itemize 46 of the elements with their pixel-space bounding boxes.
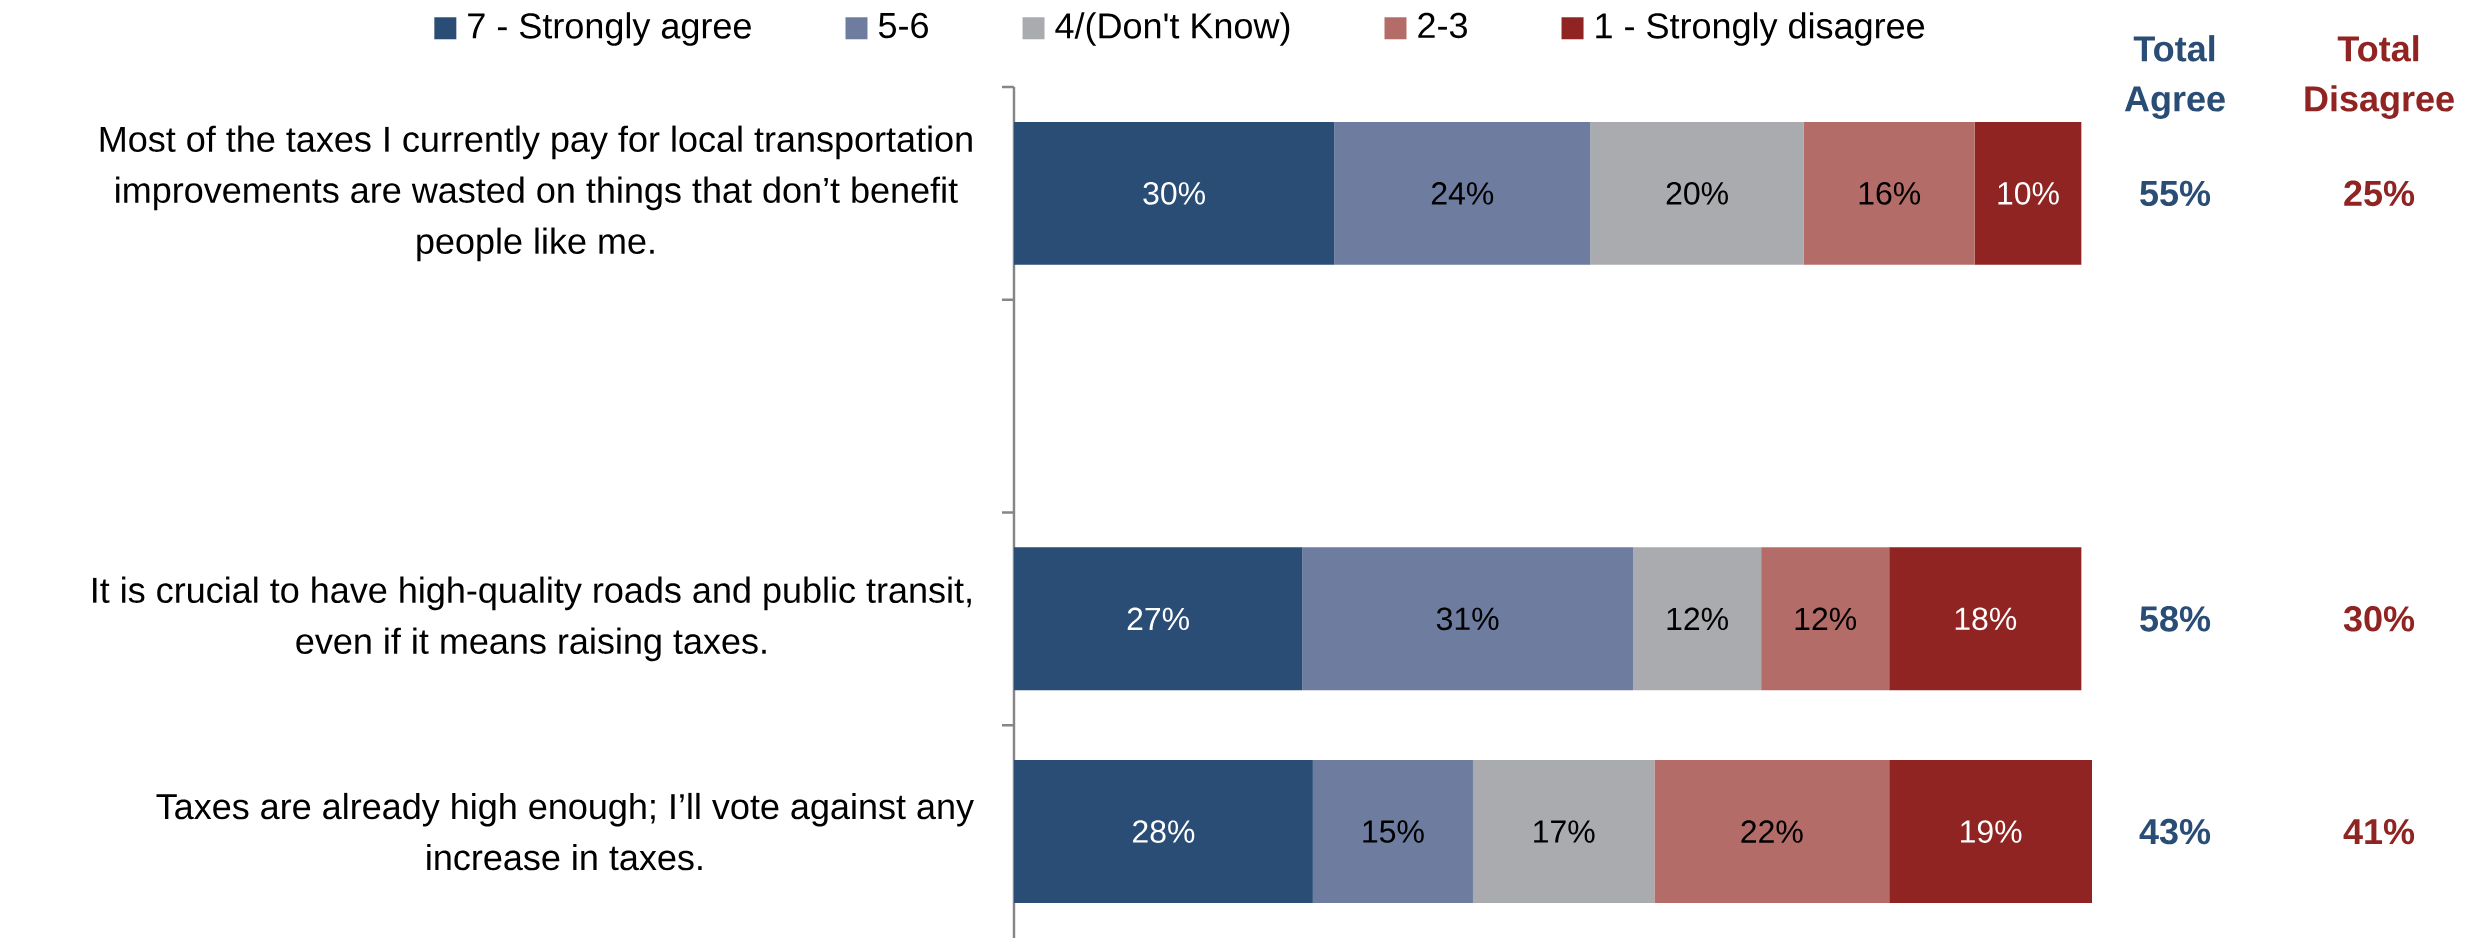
bar (1014, 760, 1313, 904)
data-label: 31% (1436, 607, 1499, 631)
data-label: 16% (1859, 182, 1921, 205)
data-label: 30% (1143, 182, 1205, 205)
text: Total Agree (2124, 35, 2225, 119)
text: Total Disagree (2305, 35, 2454, 119)
bar (1761, 547, 1890, 691)
bar (1654, 760, 1890, 904)
bar (1803, 121, 1975, 265)
text: 30% (2343, 606, 2415, 632)
data-label: 12% (1667, 607, 1728, 631)
data-label: 27% (1127, 607, 1189, 631)
data-label: 18% (1955, 607, 2017, 631)
data-label: 22% (1741, 820, 1803, 843)
y-tick-label: Taxes are already high enough; I’ll vote against any increase in taxes. (156, 792, 974, 871)
text: 58% (2140, 606, 2211, 632)
legend-label: 2-3 (1418, 12, 1467, 39)
legend-label: 5-6 (878, 12, 928, 39)
data-label: 20% (1666, 182, 1728, 205)
text: 43% (2139, 818, 2211, 845)
data-label: 15% (1363, 820, 1424, 843)
data-label: 17% (1534, 820, 1595, 843)
y-tick-label: Most of the taxes I currently pay for local transportation improvements are wasted on things that don’t benefit people like me. (100, 125, 972, 262)
bar (1302, 547, 1634, 691)
legend-label: 4/(Don't Know) (1055, 12, 1290, 46)
bar (1889, 547, 2082, 691)
bar (1889, 760, 2093, 904)
bar (1633, 547, 1762, 691)
data-label: 24% (1431, 182, 1494, 205)
bar (1472, 760, 1655, 904)
data-label: 19% (1961, 820, 2022, 843)
bar (1014, 547, 1303, 691)
bar (1334, 121, 1591, 265)
legend-label: 7 - Strongly agree (468, 12, 751, 46)
text: 25% (2344, 180, 2415, 207)
data-label: 12% (1795, 607, 1857, 631)
data-label: 28% (1133, 820, 1195, 843)
bar (1974, 121, 2082, 265)
bar (1590, 121, 1804, 265)
y-tick-label: It is crucial to have high-quality roads and public transit, even if it means raising taxes. (93, 576, 971, 662)
bar (1014, 121, 1335, 265)
bar (1312, 760, 1473, 904)
data-label: 10% (1998, 182, 2059, 205)
text: 55% (2140, 180, 2211, 207)
legend-label: 1 - Strongly disagree (1596, 12, 1925, 46)
text: 41% (2343, 818, 2415, 845)
